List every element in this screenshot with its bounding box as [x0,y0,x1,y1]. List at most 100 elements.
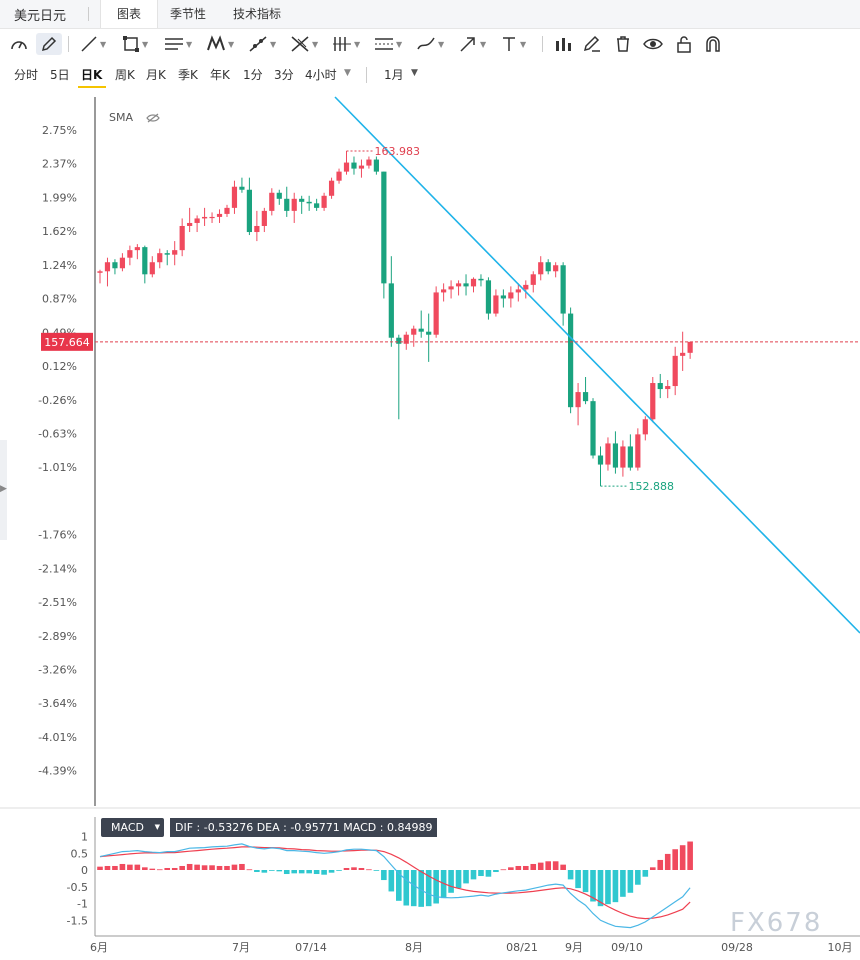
macd-histogram-bar [276,870,283,872]
macd-histogram-bar [485,870,492,877]
candle-body [366,159,372,166]
macd-histogram-bar [321,870,327,875]
period-monthly[interactable]: 月K [146,68,166,82]
period-weekly[interactable]: 周K [115,68,135,82]
period-yearly[interactable]: 年K [210,68,230,82]
eye-off-icon[interactable] [146,113,160,123]
macd-histogram-bar [306,870,312,874]
active-period-indicator [78,86,106,88]
candle-body [276,192,282,199]
candle-body [396,337,402,344]
trash-icon[interactable] [613,33,633,55]
candle-body [187,222,193,226]
macd-histogram-bar [283,870,290,875]
pencil-icon[interactable] [36,33,62,55]
macd-histogram-bar [567,870,574,880]
macd-histogram-bar [119,863,126,870]
price-axis-label: 0.87% [42,293,77,306]
macd-histogram-bar [149,868,156,870]
macd-histogram-bar [687,841,693,870]
channel-icon[interactable]: ▼ [375,38,403,50]
candle-body [216,213,223,217]
candle-body [328,180,335,196]
candle-body [605,443,611,465]
lock-icon[interactable] [674,33,694,55]
candle-body [485,280,492,314]
side-collapse-handle[interactable]: ▶ [0,440,7,540]
candle-body [157,253,163,263]
fib-lines-icon[interactable]: ▼ [165,38,193,50]
macd-histogram-bar [142,867,148,870]
macd-histogram-bar [388,870,395,892]
edit-icon[interactable] [582,33,602,55]
macd-axis-label: -0.5 [67,881,88,894]
price-chart[interactable]: 2.75%2.37%1.99%1.62%1.24%0.87%0.49%0.12%… [0,90,860,960]
candle-body [657,383,663,390]
macd-histogram-bar [440,870,447,899]
macd-histogram-bar [649,867,656,870]
candle-body [306,201,312,204]
chevron-down-icon[interactable]: ▼ [411,68,418,78]
gauge-icon[interactable] [9,33,29,55]
macd-histogram-bar [679,845,686,870]
vertical-lines-icon[interactable]: ▼ [333,37,361,51]
candle-body [201,216,208,219]
date-axis-label: 8月 [405,941,423,954]
period-4hour[interactable]: 4小时 [305,68,337,82]
macd-histogram-bar [597,870,604,907]
trendline-icon[interactable]: ▼ [248,33,276,55]
tab-chart[interactable]: 图表 [100,0,158,28]
macd-histogram-bar [216,865,223,870]
period-1min[interactable]: 1分 [243,68,263,82]
period-3min[interactable]: 3分 [274,68,294,82]
rectangle-icon[interactable]: ▼ [122,33,148,55]
range-select[interactable]: 1月 [384,68,404,82]
period-5day[interactable]: 5日 [50,68,70,82]
bar-chart-icon[interactable] [553,33,573,55]
macd-histogram-bar [351,867,357,870]
tab-indicators[interactable]: 技术指标 [232,7,281,21]
macd-histogram-bar [418,870,425,907]
macd-histogram-bar [425,870,432,907]
divider [88,7,89,21]
candle-body [560,265,566,314]
candle-body [597,455,604,465]
magnet-icon[interactable] [703,33,723,55]
macd-selector[interactable]: MACD ▼ [101,818,164,837]
candle-body [381,171,387,284]
macd-histogram-bar [620,870,626,897]
period-tick[interactable]: 分时 [14,68,39,82]
date-axis-label: 6月 [90,941,108,954]
chevron-down-icon[interactable]: ▼ [344,68,351,78]
candle-body [104,262,111,272]
pattern-icon[interactable]: ▼ [206,33,234,55]
crossline-icon[interactable]: ▼ [290,33,318,55]
macd-histogram-bar [463,870,469,884]
macd-histogram-bar [515,865,522,870]
candle-body [650,383,656,420]
eye-icon[interactable] [642,33,664,55]
price-axis-label: -4.39% [38,765,77,778]
candle-body [627,446,633,468]
tab-seasonality[interactable]: 季节性 [169,7,206,21]
text-icon[interactable]: ▼ [500,33,526,55]
macd-histogram-bar [403,870,410,906]
macd-histogram-bar [545,861,551,870]
candle-body [582,392,589,402]
arrow-icon[interactable]: ▼ [458,33,486,55]
price-axis-label: 1.62% [42,225,77,238]
brush-icon[interactable]: ▼ [416,33,444,55]
macd-histogram-bar [590,870,596,902]
candle-body [336,171,342,181]
macd-histogram-bar [164,867,171,870]
line-icon[interactable]: ▼ [80,33,106,55]
date-axis-label: 09/28 [721,941,753,954]
macd-histogram-bar [605,870,611,905]
macd-axis-label: 0 [81,864,88,877]
period-daily[interactable]: 日K [81,68,103,82]
candle-body [142,247,148,275]
candle-body [172,250,178,255]
date-axis-label: 7月 [232,941,250,954]
price-axis: 2.75%2.37%1.99%1.62%1.24%0.87%0.49%0.12%… [38,124,77,778]
period-quarterly[interactable]: 季K [178,68,198,82]
